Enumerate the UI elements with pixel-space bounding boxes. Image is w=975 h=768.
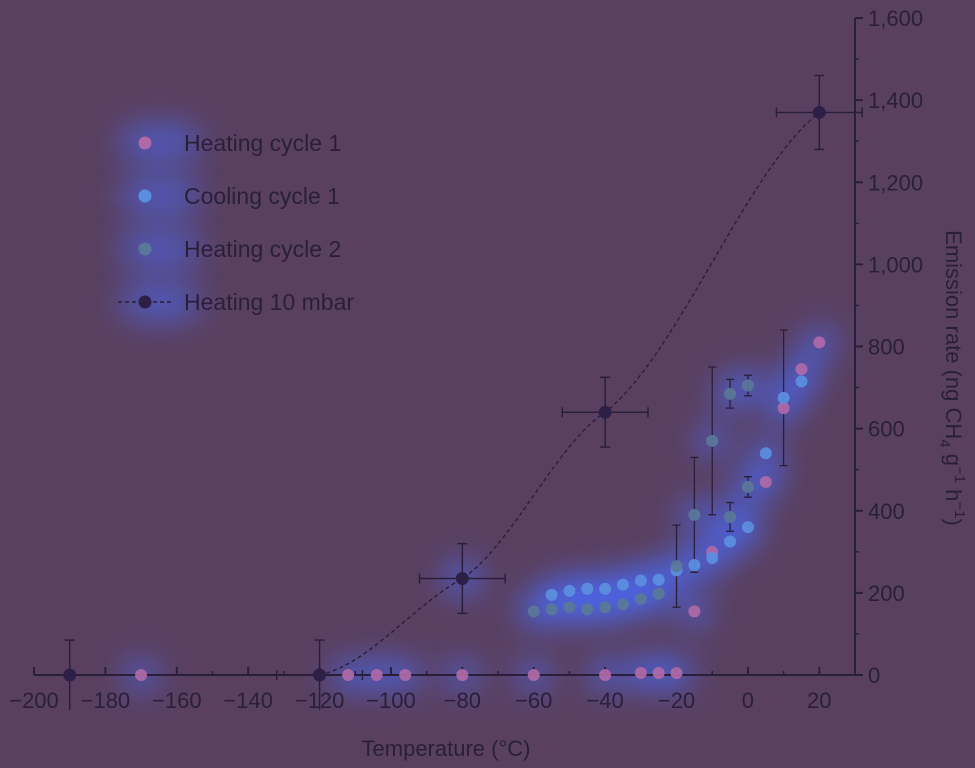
x-tick-label: 0 — [742, 688, 754, 713]
legend-glow — [118, 229, 202, 269]
x-tick-label: −100 — [366, 688, 416, 713]
legend-label: Heating 10 mbar — [184, 289, 354, 315]
data-point-heating-cycle-1 — [370, 669, 383, 681]
y-axis-title-part: Emission rate (ng CH — [941, 230, 966, 439]
data-point-heating-10-mbar — [812, 105, 826, 119]
data-point-heating-10-mbar — [313, 668, 327, 682]
data-point-heating-cycle-2 — [616, 598, 629, 611]
fit-curve-layer — [319, 111, 820, 676]
data-point-heating-cycle-1 — [634, 666, 647, 679]
data-point-heating-cycle-2 — [724, 387, 737, 400]
legend-glow — [118, 123, 202, 163]
data-point-heating-cycle-2 — [599, 601, 612, 614]
data-point-heating-cycle-2 — [652, 587, 665, 600]
data-point-cooling-cycle-1 — [724, 535, 737, 548]
data-point-cooling-cycle-1 — [581, 582, 594, 595]
y-tick-label: 400 — [868, 499, 905, 524]
data-point-cooling-cycle-1 — [688, 558, 701, 571]
data-point-heating-cycle-2 — [581, 603, 594, 616]
data-point-heating-cycle-1 — [652, 666, 665, 679]
data-point-heating-10-mbar — [455, 572, 469, 586]
data-point-cooling-cycle-1 — [741, 521, 754, 534]
x-tick-label: −140 — [223, 688, 273, 713]
data-point-heating-cycle-1 — [795, 363, 808, 376]
legend-marker — [138, 189, 152, 203]
y-tick-label: 600 — [868, 417, 905, 442]
y-tick-label: 200 — [868, 581, 905, 606]
data-point-heating-cycle-2 — [741, 480, 754, 493]
data-point-cooling-cycle-1 — [706, 551, 719, 564]
y-axis-title: Emission rate (ng CH4 g−1 h−1) — [936, 230, 968, 526]
legend-glow — [118, 176, 202, 216]
x-tick-label: −200 — [9, 688, 59, 713]
highlight-glow-layer — [127, 328, 834, 689]
y-tick-label: 0 — [868, 663, 880, 688]
data-point-heating-cycle-1 — [135, 669, 148, 681]
data-point-heating-10-mbar — [598, 405, 612, 419]
y-tick-label: 800 — [868, 335, 905, 360]
data-point-heating-cycle-1 — [688, 605, 701, 618]
y-tick-label: 1,600 — [868, 6, 923, 31]
legend-label: Heating cycle 2 — [184, 236, 341, 262]
data-point-heating-cycle-1 — [813, 336, 826, 349]
data-point-heating-cycle-2 — [688, 508, 701, 521]
data-point-heating-cycle-2 — [545, 603, 558, 616]
data-point-heating-10-mbar — [63, 668, 77, 682]
legend-marker — [138, 242, 152, 256]
legend-marker — [138, 136, 152, 150]
x-axis-title: Temperature (°C) — [362, 736, 531, 761]
y-axis-title-part: −1 — [951, 501, 968, 518]
x-tick-label: −160 — [152, 688, 202, 713]
data-point-heating-cycle-2 — [563, 601, 576, 614]
legend-label: Cooling cycle 1 — [184, 183, 340, 209]
data-point-cooling-cycle-1 — [652, 573, 665, 586]
legend-label: Heating cycle 1 — [184, 130, 341, 156]
data-point-heating-cycle-1 — [777, 402, 790, 415]
data-point-cooling-cycle-1 — [759, 447, 772, 460]
data-point-cooling-cycle-1 — [777, 391, 790, 404]
data-point-heating-cycle-2 — [724, 510, 737, 523]
data-points — [63, 105, 826, 682]
x-tick-label: −180 — [81, 688, 131, 713]
x-tick-label: −20 — [658, 688, 695, 713]
legend: Heating cycle 1 Cooling cycle 1 Heating cy… — [118, 123, 354, 322]
data-point-heating-cycle-2 — [527, 605, 540, 618]
y-axis-title-part: 4 — [936, 439, 953, 447]
y-tick-label: 1,200 — [868, 170, 923, 195]
fit-curve-dashed — [319, 111, 820, 676]
data-point-heating-cycle-1 — [527, 669, 540, 681]
data-point-heating-cycle-2 — [706, 434, 719, 447]
data-point-heating-cycle-2 — [741, 379, 754, 392]
data-point-cooling-cycle-1 — [545, 588, 558, 601]
legend-marker — [138, 295, 152, 309]
x-tick-label: −40 — [586, 688, 623, 713]
y-tick-label: 1,400 — [868, 88, 923, 113]
data-point-heating-cycle-1 — [759, 476, 772, 489]
data-point-cooling-cycle-1 — [599, 582, 612, 595]
y-axis-title-part: g — [941, 448, 966, 466]
data-point-cooling-cycle-1 — [563, 584, 576, 597]
y-axis-title-part: −1 — [951, 466, 968, 483]
data-point-cooling-cycle-1 — [616, 578, 629, 591]
data-point-heating-cycle-2 — [634, 593, 647, 606]
y-tick-label: 1,000 — [868, 252, 923, 277]
data-point-cooling-cycle-1 — [634, 574, 647, 587]
y-axis-title-part: ) — [941, 519, 966, 526]
x-tick-label: 20 — [807, 688, 831, 713]
data-point-heating-cycle-1 — [399, 669, 412, 681]
x-tick-label: −60 — [515, 688, 552, 713]
data-point-heating-cycle-2 — [670, 560, 683, 573]
data-point-heating-cycle-1 — [456, 669, 469, 681]
data-point-heating-cycle-1 — [599, 669, 612, 681]
data-point-heating-cycle-1 — [342, 669, 355, 681]
y-axis-title-part: h — [941, 483, 966, 501]
x-tick-label: −80 — [444, 688, 481, 713]
data-point-cooling-cycle-1 — [795, 375, 808, 388]
data-point-heating-cycle-1 — [670, 666, 683, 679]
